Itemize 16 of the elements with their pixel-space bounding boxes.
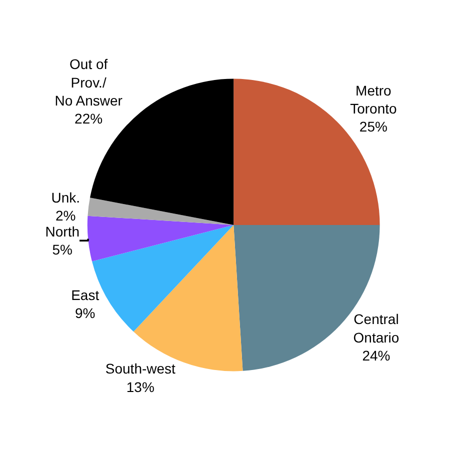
slice-label: Central Ontario bbox=[353, 311, 400, 346]
data-label: 13% bbox=[126, 378, 154, 395]
data-label: 25% bbox=[359, 118, 388, 135]
data-label: 9% bbox=[74, 304, 96, 321]
slice-label: North bbox=[45, 224, 80, 240]
pie-slice bbox=[87, 216, 234, 262]
slice-label: East bbox=[71, 286, 100, 303]
slice-label: Unk. bbox=[51, 189, 80, 206]
data-label: 22% bbox=[74, 110, 103, 127]
slice-label: Out of Prov./ No Answer bbox=[54, 56, 123, 108]
slice-label: South-west bbox=[105, 360, 176, 377]
pie-slice bbox=[88, 198, 234, 225]
data-label: 24% bbox=[362, 348, 390, 364]
data-label: 5% bbox=[52, 242, 72, 258]
data-label: 2% bbox=[55, 208, 76, 224]
slice-label: Metro Toronto bbox=[350, 82, 397, 117]
